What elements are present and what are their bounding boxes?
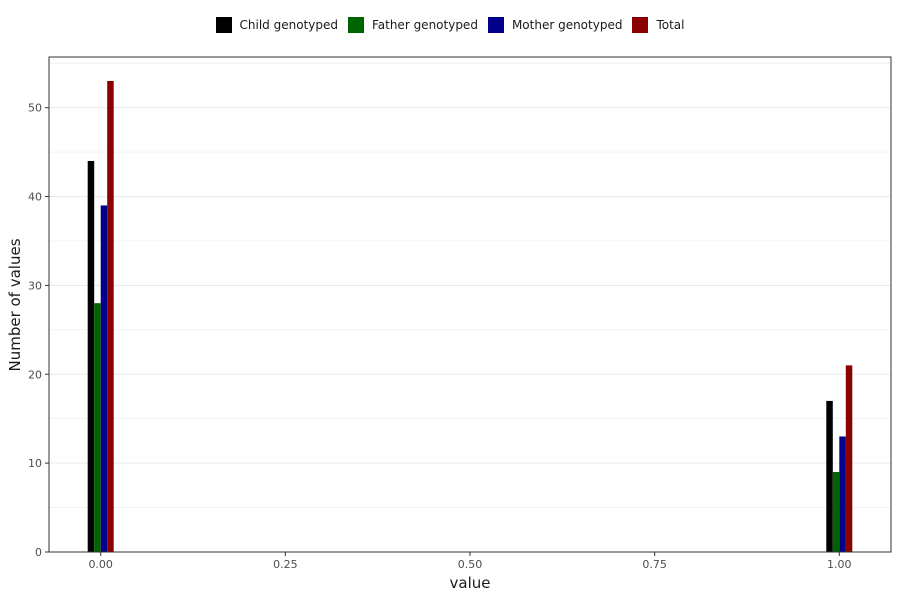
bar	[826, 400, 833, 552]
legend-label-child: Child genotyped	[239, 18, 338, 32]
y-axis: 0 10 20 30 40 50	[28, 102, 49, 559]
y-tick-label: 40	[28, 191, 42, 204]
gridlines	[49, 62, 891, 553]
bar	[107, 80, 114, 552]
legend-item-total: Total	[632, 17, 684, 33]
x-axis: 0.00 0.25 0.50 0.75 1.00	[88, 552, 852, 571]
x-tick-label: 0.25	[273, 558, 298, 571]
bars	[87, 80, 853, 552]
legend-swatch-child	[215, 17, 232, 33]
legend-item-father: Father genotyped	[347, 17, 478, 33]
y-tick-label: 50	[28, 102, 42, 115]
x-axis-title: value	[450, 574, 491, 592]
legend-swatch-mother	[487, 17, 504, 33]
y-tick-label: 0	[35, 546, 42, 559]
bar	[839, 436, 846, 552]
legend-swatch-father	[347, 17, 364, 33]
bar	[832, 472, 840, 552]
x-tick-label: 0.75	[642, 558, 667, 571]
bar	[845, 365, 853, 552]
legend-label-total: Total	[656, 18, 685, 32]
x-tick-label: 0.00	[88, 558, 113, 571]
y-tick-label: 10	[28, 457, 42, 470]
legend-label-father: Father genotyped	[371, 18, 478, 32]
bar	[100, 205, 108, 552]
panel-border	[48, 56, 892, 553]
y-tick-label: 30	[28, 279, 42, 292]
legend-item-mother: Mother genotyped	[487, 17, 623, 33]
x-tick-label: 1.00	[827, 558, 852, 571]
legend-swatch-total	[632, 17, 649, 33]
bar	[94, 303, 101, 552]
legend-item-child: Child genotyped	[215, 17, 338, 33]
x-tick-label: 0.50	[458, 558, 483, 571]
bar	[87, 160, 95, 552]
legend-label-mother: Mother genotyped	[511, 18, 623, 32]
y-tick-label: 20	[28, 368, 42, 381]
y-axis-title: Number of values	[6, 238, 24, 371]
legend: Child genotyped Father genotyped Mother …	[0, 14, 900, 36]
